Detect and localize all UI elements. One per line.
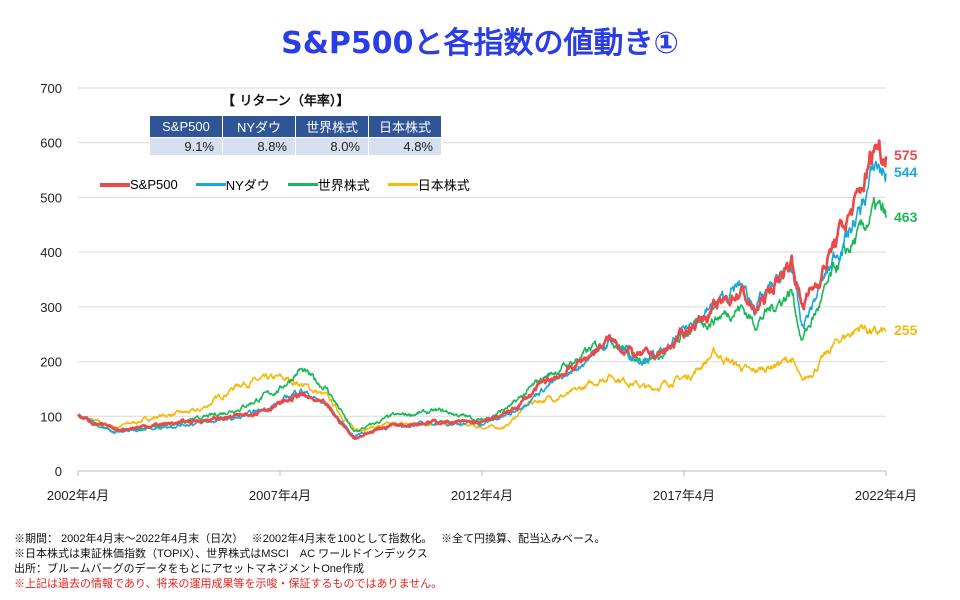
end-value-label: 575 [894, 147, 918, 164]
page-title: S&P500と各指数の値動き① [281, 26, 679, 61]
returns-table: S&P500 NYダウ 世界株式 日本株式 9.1% 8.8% 8.0% 4.8… [149, 115, 442, 156]
y-tick-label: 500 [40, 190, 62, 205]
legend: S&P500 NYダウ 世界株式 日本株式 [100, 175, 470, 194]
series-line-3 [77, 324, 887, 433]
legend-item: S&P500 [100, 175, 178, 194]
legend-label: S&P500 [130, 177, 178, 192]
footnotes: ※期間： 2002年4月末～2022年4月末（日次） ※2002年4月末を100… [14, 532, 605, 592]
y-tick-label: 200 [40, 355, 62, 370]
legend-label: 世界株式 [317, 178, 370, 193]
end-value-label: 255 [894, 322, 918, 339]
series-line-2 [77, 196, 887, 434]
returns-value: 8.0% [295, 137, 369, 156]
y-tick-label: 700 [40, 81, 62, 96]
note-period: ※期間： 2002年4月末～2022年4月末（日次） ※2002年4月末を100… [14, 533, 606, 545]
disclaimer: ※上記は過去の情報であり、将来の運用成果等を示唆・保証するものではありません。 [14, 578, 443, 590]
returns-value: 9.1% [149, 137, 223, 156]
note-source: 出所：ブルームバーグのデータをもとにアセットマネジメントOne作成 [14, 563, 365, 575]
y-tick-label: 400 [40, 245, 62, 260]
y-tick-label: 100 [40, 409, 62, 424]
returns-header: 世界株式 [295, 115, 369, 138]
legend-label: NYダウ [225, 178, 270, 193]
legend-swatch [100, 182, 130, 187]
returns-title: 【 リターン（年率）】 [222, 94, 350, 109]
legend-item: NYダウ [195, 175, 270, 194]
series-line-0 [77, 139, 888, 440]
returns-header: S&P500 [149, 115, 223, 138]
returns-header: NYダウ [222, 115, 296, 138]
legend-item: 日本株式 [387, 175, 470, 194]
returns-value: 8.8% [222, 137, 296, 156]
legend-swatch [287, 183, 318, 186]
y-tick-label: 600 [40, 136, 62, 151]
legend-label: 日本株式 [417, 178, 470, 193]
x-tick-label: 2012年4月 [451, 488, 513, 503]
x-tick-label: 2017年4月 [653, 488, 715, 503]
legend-item: 世界株式 [287, 175, 370, 194]
y-tick-label: 300 [40, 300, 62, 315]
series-line-1 [77, 160, 887, 438]
legend-swatch [195, 183, 226, 186]
legend-swatch [387, 183, 418, 186]
end-value-label: 544 [894, 164, 918, 181]
y-tick-label: 0 [55, 464, 62, 479]
returns-header: 日本株式 [368, 115, 442, 138]
x-tick-label: 2007年4月 [249, 488, 311, 503]
note-indices: ※日本株式は東証株価指数（TOPIX）、世界株式はMSCI AC ワールドインデ… [14, 548, 428, 560]
x-tick-label: 2022年4月 [855, 488, 917, 503]
returns-value: 4.8% [368, 137, 442, 156]
end-value-label: 463 [894, 208, 918, 225]
x-tick-label: 2002年4月 [47, 488, 109, 503]
